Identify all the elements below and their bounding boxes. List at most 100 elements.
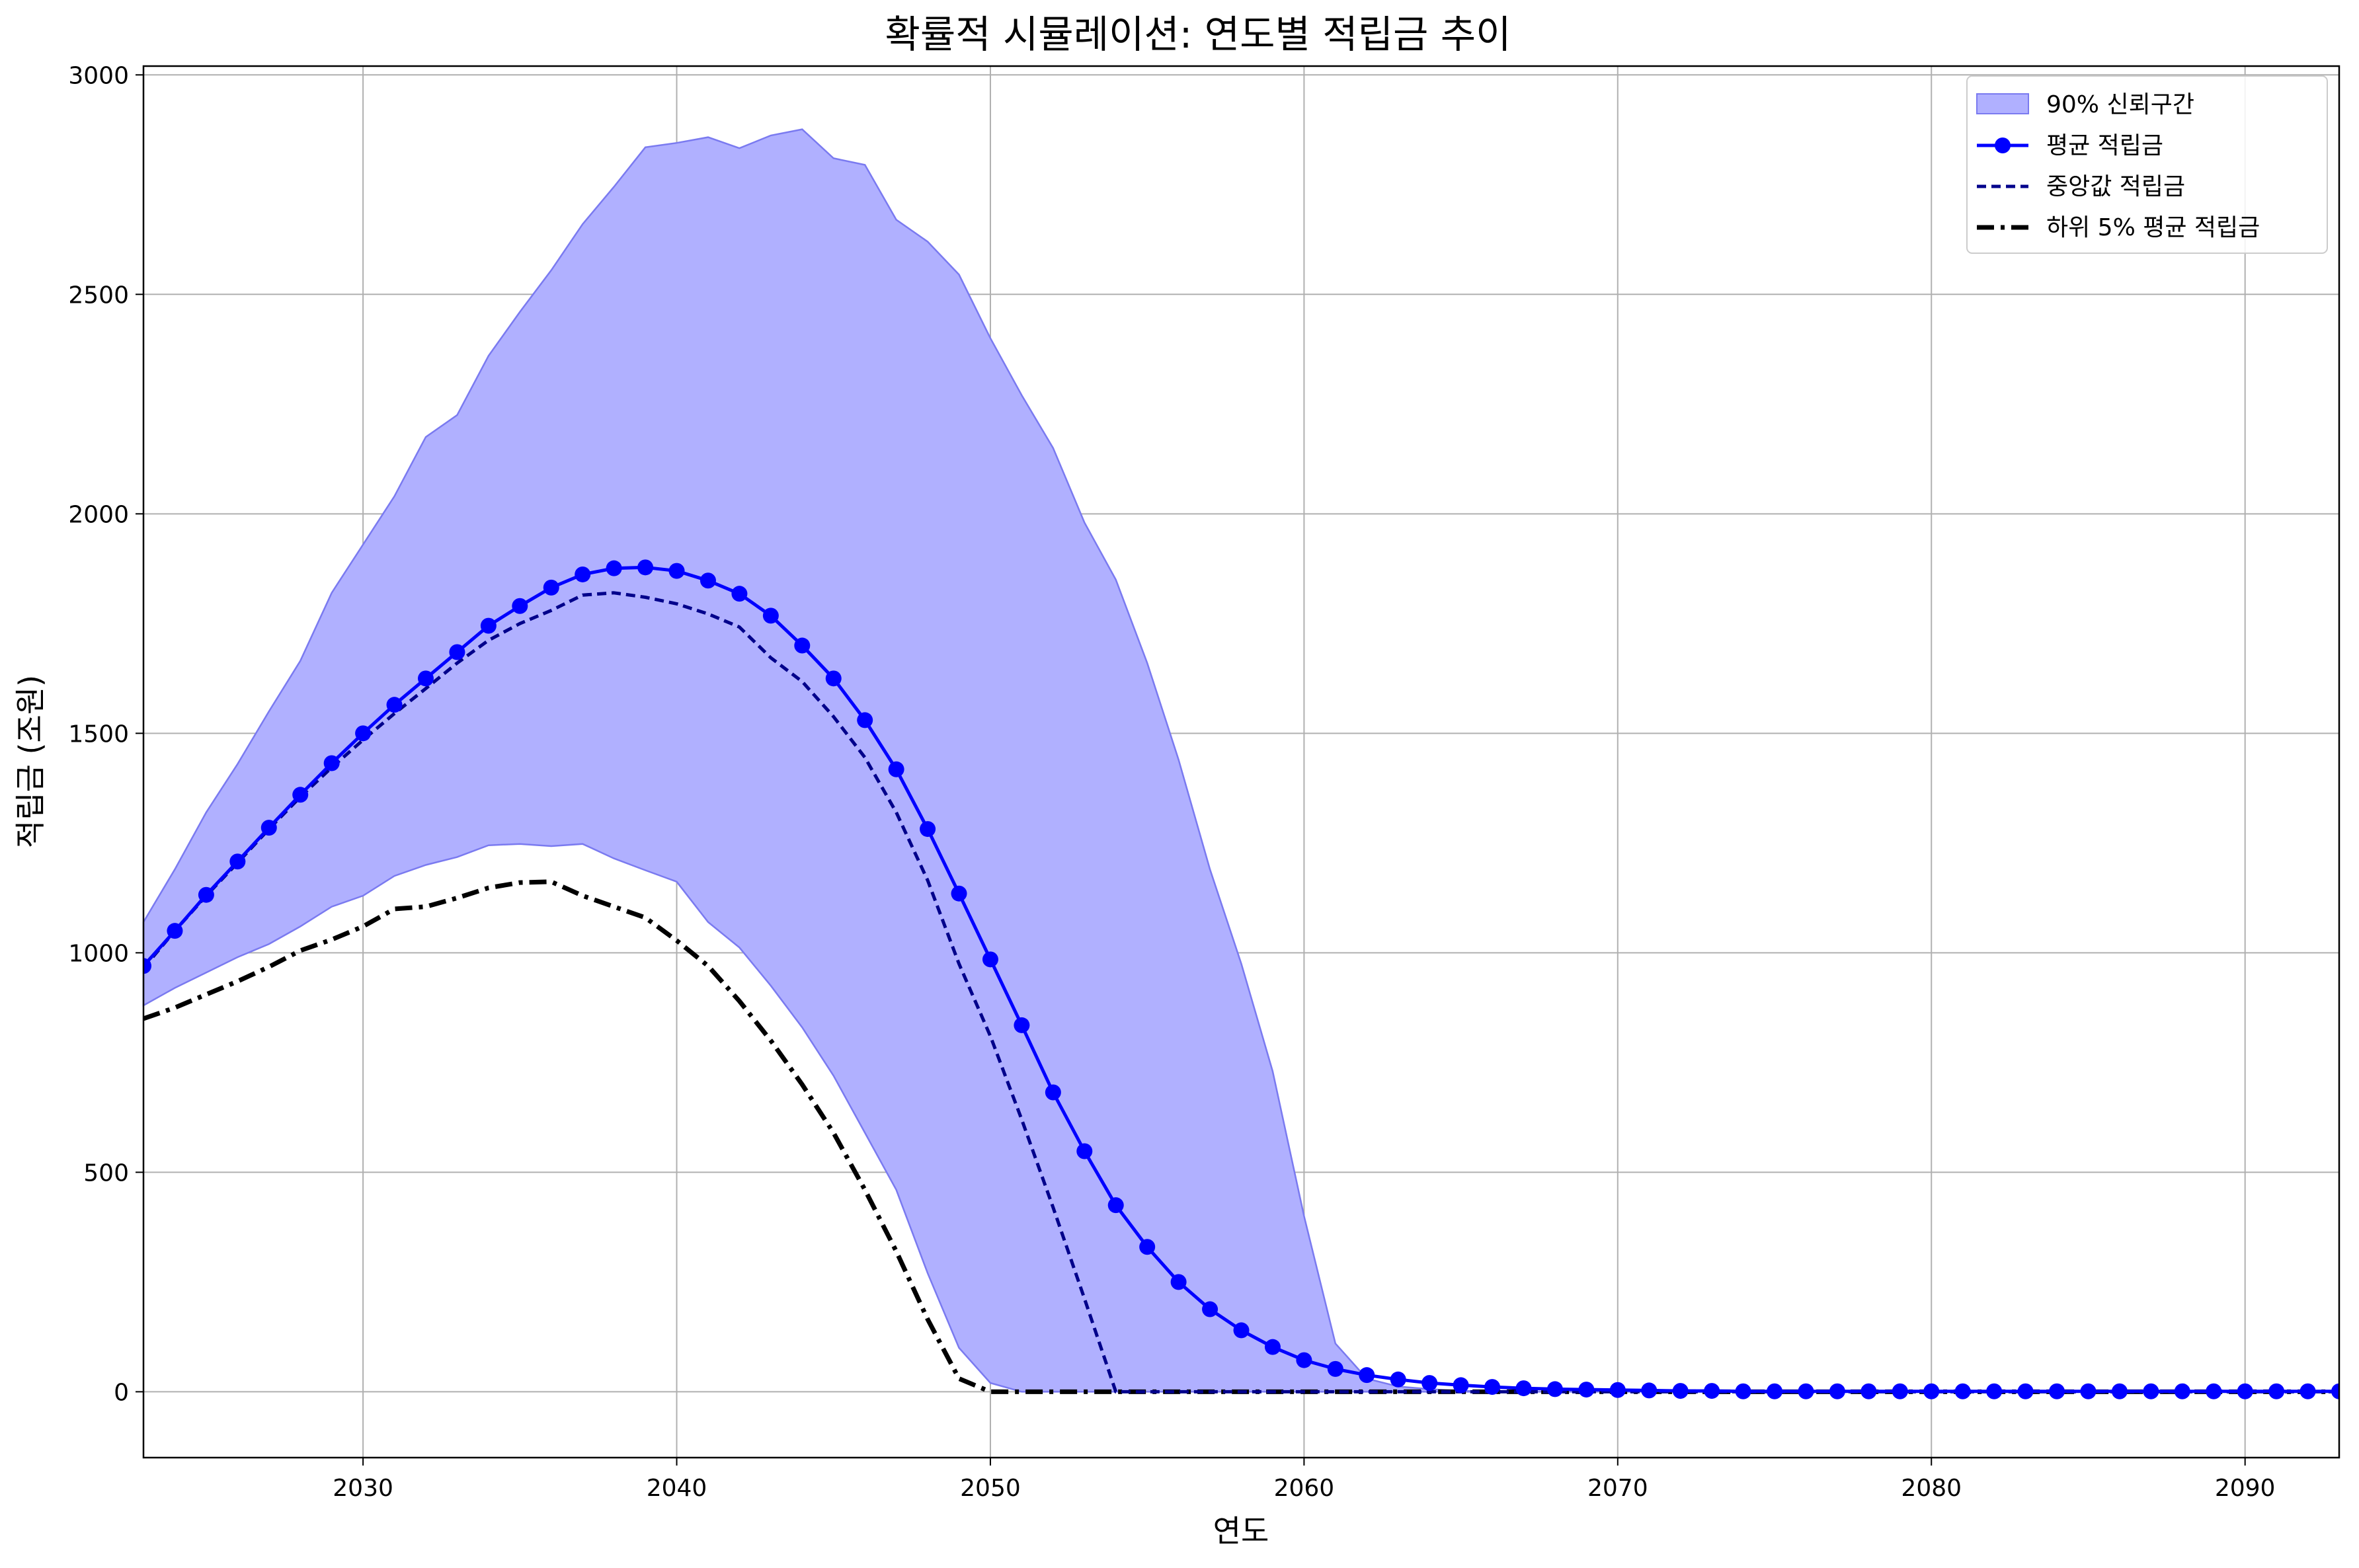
data-point [1546, 1381, 1563, 1397]
data-point [2017, 1383, 2034, 1399]
data-point [700, 572, 716, 589]
data-point [198, 886, 214, 903]
legend-label-2: 하위 5% 평균 적립금 [2046, 214, 2260, 241]
chart-title: 확률적 시뮬레이션: 연도별 적립금 추이 [885, 12, 1511, 57]
data-point [323, 755, 340, 771]
data-point [2080, 1383, 2097, 1399]
plot-frame [142, 65, 2340, 1459]
data-point [762, 608, 779, 624]
data-point [982, 951, 998, 968]
y-tick-label: 0 [114, 1379, 129, 1406]
data-point [920, 821, 936, 838]
data-point [2331, 1383, 2339, 1399]
data-point [794, 637, 811, 654]
y-tick-label: 500 [83, 1159, 129, 1187]
data-point [1484, 1379, 1501, 1395]
data-point [1421, 1375, 1438, 1392]
data-point [575, 566, 591, 582]
data-point [637, 559, 654, 576]
data-point [857, 712, 873, 728]
data-point [1767, 1383, 1783, 1399]
y-tick-label: 1500 [68, 721, 129, 748]
data-point [292, 787, 309, 803]
data-point [1704, 1383, 1720, 1399]
data-point [1107, 1197, 1124, 1214]
legend-label-band: 90% 신뢰구간 [2046, 91, 2194, 118]
data-point [1641, 1382, 1658, 1399]
data-point [1735, 1383, 1751, 1399]
data-point [355, 725, 372, 742]
x-tick-label: 2090 [2215, 1475, 2276, 1502]
data-point [2237, 1383, 2253, 1399]
data-point [1515, 1380, 1532, 1397]
data-point [668, 563, 685, 579]
data-point [951, 885, 967, 902]
data-point [731, 586, 748, 602]
x-tick-label: 2080 [1901, 1475, 1962, 1502]
legend-label-1: 중앙값 적립금 [2046, 173, 2185, 200]
data-point [417, 670, 434, 687]
legend-label-0: 평균 적립금 [2046, 132, 2163, 159]
y-tick-label: 2500 [68, 282, 129, 309]
data-point [2299, 1383, 2316, 1399]
data-point [2268, 1383, 2285, 1399]
data-point [1860, 1383, 1877, 1399]
data-point [1986, 1383, 2003, 1399]
x-axis-label: 연도 [1213, 1513, 1269, 1549]
data-point [1390, 1371, 1406, 1388]
data-point [543, 579, 559, 596]
data-point [1170, 1274, 1187, 1290]
x-tick-label: 2040 [647, 1475, 707, 1502]
data-point [1076, 1143, 1093, 1159]
data-point [1453, 1377, 1469, 1393]
data-point [1578, 1382, 1595, 1398]
data-point [1139, 1239, 1156, 1255]
data-point [1327, 1360, 1343, 1377]
series-markers [143, 559, 2339, 1399]
data-point [2143, 1383, 2159, 1399]
data-point [1296, 1352, 1312, 1368]
data-point [386, 697, 403, 713]
x-tick-label: 2070 [1587, 1475, 1648, 1502]
y-axis-label: 적립금 (조원) [13, 675, 48, 848]
data-point [825, 670, 842, 687]
legend-swatch-band [1976, 93, 2029, 114]
legend-marker [1995, 137, 2011, 153]
data-point [1202, 1301, 1219, 1317]
x-tick-label: 2030 [333, 1475, 393, 1502]
data-point [1892, 1383, 1908, 1399]
data-point [449, 644, 465, 660]
data-point [2206, 1383, 2222, 1399]
data-point [1233, 1322, 1250, 1339]
x-axis-ticks: 2030 2040 2050 2060 2070 2080 2090 [333, 1458, 2275, 1502]
y-tick-label: 2000 [68, 501, 129, 528]
data-point [888, 761, 904, 777]
x-tick-label: 2050 [960, 1475, 1021, 1502]
legend-box [1966, 75, 2328, 254]
data-point [260, 820, 277, 836]
data-point [512, 598, 528, 614]
data-point [1923, 1383, 1940, 1399]
data-point [2049, 1383, 2065, 1399]
y-axis-ticks: 0 500 1000 1500 2000 2500 3000 [68, 62, 143, 1406]
data-point [1609, 1382, 1626, 1398]
data-point [1014, 1017, 1030, 1033]
data-point [1954, 1383, 1971, 1399]
data-point [1359, 1367, 1375, 1384]
data-point [2111, 1383, 2128, 1399]
data-point [1798, 1383, 1814, 1399]
data-point [143, 958, 151, 974]
data-point [167, 923, 183, 939]
data-point [480, 617, 497, 634]
x-tick-label: 2060 [1274, 1475, 1335, 1502]
data-point [2174, 1383, 2190, 1399]
data-point [1672, 1383, 1689, 1399]
data-point [606, 560, 622, 576]
data-point [1829, 1383, 1845, 1399]
data-point [1264, 1339, 1281, 1355]
data-point [1045, 1084, 1061, 1101]
y-tick-label: 1000 [68, 940, 129, 967]
